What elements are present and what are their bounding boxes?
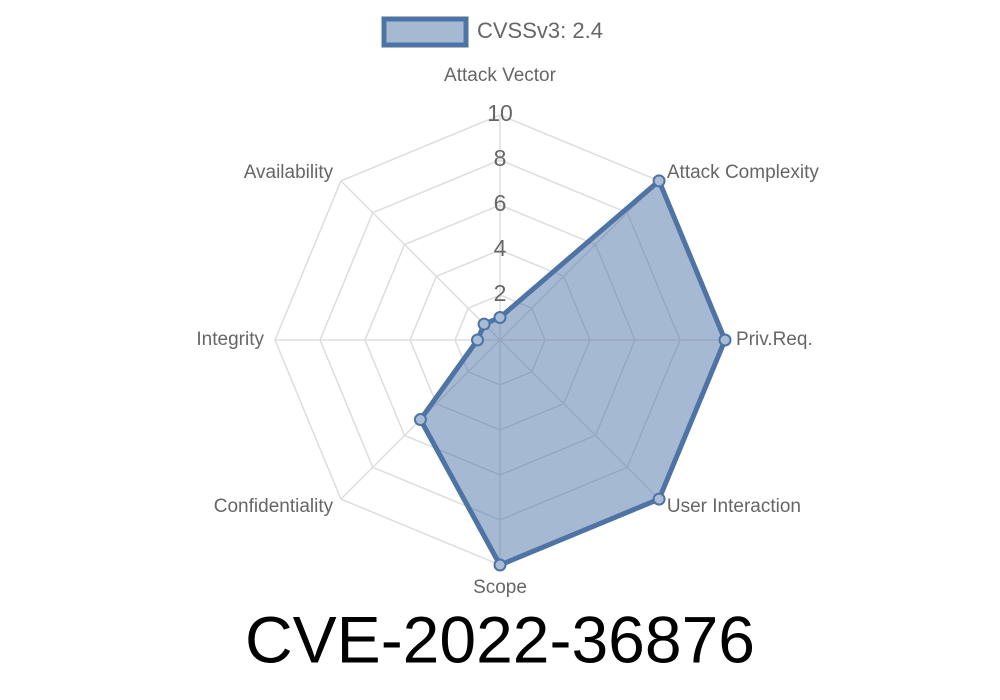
spoke <box>340 180 501 341</box>
chart-title: CVE-2022-36876 <box>245 602 755 676</box>
data-point <box>493 311 507 324</box>
r-tick-label: 4 <box>494 235 507 261</box>
r-tick-label: 6 <box>494 190 507 216</box>
axis-label: Integrity <box>196 329 264 350</box>
axis-label: Attack Vector <box>444 65 557 86</box>
data-point <box>718 333 732 347</box>
data-point <box>652 492 666 506</box>
axis-label: Confidentiality <box>214 496 334 517</box>
axis-label: Scope <box>473 577 527 598</box>
axis-label: Availability <box>244 162 334 183</box>
axis-label: Attack Complexity <box>667 162 820 183</box>
axis-label: Priv.Req. <box>736 329 813 350</box>
legend-label: CVSSv3: 2.4 <box>477 18 603 43</box>
r-tick-label: 2 <box>494 280 507 306</box>
axis-label: User Interaction <box>667 496 801 517</box>
legend-swatch <box>381 16 469 48</box>
r-tick-label: 8 <box>494 145 507 171</box>
data-point <box>652 174 666 188</box>
r-tick-label: 10 <box>487 100 513 126</box>
data-point <box>477 317 491 331</box>
data-point <box>471 333 484 347</box>
data-point <box>413 413 427 427</box>
data-point <box>493 558 507 572</box>
